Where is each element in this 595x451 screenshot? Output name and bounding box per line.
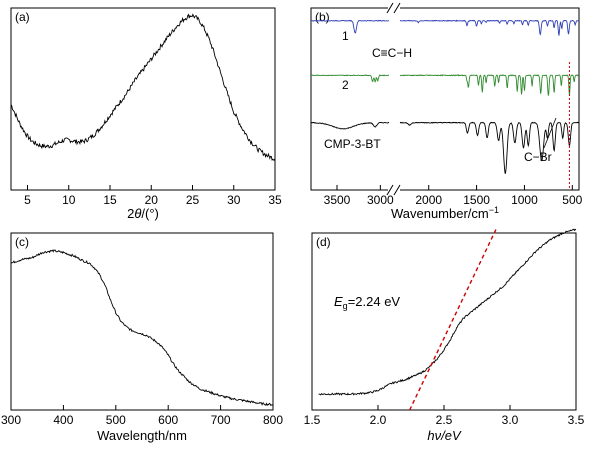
panel-c-tick-label: 600	[158, 413, 178, 427]
annotation-cbr-pointer	[543, 117, 557, 149]
annotation-cbr: C−Br	[524, 150, 552, 164]
panel-d-tick-label: 3.0	[502, 413, 519, 427]
series-label-1: 1	[342, 29, 349, 43]
panel-b-xticks: 3500 3000 2000 1500 1000 500	[324, 185, 583, 207]
panel-c-xlabel: Wavelength/nm	[97, 428, 187, 443]
panel-d-frame	[311, 232, 577, 411]
panel-c-frame	[10, 232, 274, 411]
panel-b-tick-label: 1000	[511, 193, 538, 207]
panel-d-tick-label: 2.0	[370, 413, 387, 427]
panel-d-fit-line	[409, 227, 498, 411]
panel-b-tick-label: 3500	[324, 193, 351, 207]
panel-a-xlabel-suffix: /(°)	[141, 206, 158, 221]
panel-d-xticks: 1.5 2.0 2.5 3.0 3.5	[304, 405, 585, 427]
panel-a-tick-label: 15	[103, 193, 117, 207]
panel-c-tick-label: 300	[1, 413, 21, 427]
panel-b-tick-label: 1500	[463, 193, 490, 207]
bandgap-annotation: Eg=2.24 eV	[334, 294, 400, 311]
panel-a-tick-label: 30	[227, 193, 241, 207]
panel-b-xlabel-sup: −1	[489, 205, 499, 215]
panel-b-xlabel-text: Wavenumber/cm	[391, 206, 489, 221]
panel-d-tick-label: 3.5	[568, 413, 585, 427]
panel-a-xlabel: 2θ/(°)	[127, 206, 159, 221]
panel-a-label: (a)	[15, 10, 30, 24]
panel-b-tick-label: 2000	[415, 193, 442, 207]
axis-break-bottom	[386, 184, 401, 196]
panel-b-xlabel: Wavenumber/cm−1	[391, 205, 499, 221]
panel-a-series-line	[10, 13, 276, 162]
panel-b-tick-label: 3000	[367, 193, 394, 207]
panel-a-tick-label: 25	[186, 193, 200, 207]
annotation-cch: C≡C−H	[372, 46, 412, 60]
panel-c-tick-label: 500	[106, 413, 126, 427]
panel-b-frame	[310, 7, 580, 191]
panel-c-series-line	[10, 249, 274, 407]
panel-a-xlabel-var: θ	[134, 206, 141, 221]
panel-a-tick-label: 35	[268, 193, 282, 207]
panel-b-series-lines	[310, 19, 580, 174]
panel-a-tick-label: 20	[145, 193, 159, 207]
panel-d-label: (d)	[316, 235, 331, 249]
panel-a: (a) 5 10 15 20 25 30 35 2θ/(°)	[10, 7, 282, 221]
panel-a-tick-label: 5	[24, 193, 31, 207]
panel-b-series-line-1	[310, 19, 580, 36]
panel-b-label: (b)	[315, 10, 330, 24]
axis-break-top	[386, 2, 401, 14]
panel-a-frame	[10, 7, 276, 191]
panel-a-xticks: 5 10 15 20 25 30 35	[24, 185, 282, 207]
panel-c-tick-label: 400	[53, 413, 73, 427]
bandgap-annotation-value: =2.24 eV	[348, 294, 401, 309]
panel-c-xticks: 300 400 500 600 700 800	[1, 405, 283, 427]
panel-b: (b) 3500 3000 2000 1500 1000 500 1 2 CMP-3-BT…	[310, 2, 583, 221]
panel-a-tick-label: 10	[62, 193, 76, 207]
panel-d: (d) 1.5 2.0 2.5 3.0 3.5 Eg=2.24 eV hν/eV	[304, 227, 585, 443]
panel-a-xlabel-prefix: 2	[127, 206, 134, 221]
bandgap-annotation-main: E	[334, 294, 343, 309]
panel-d-xlabel: hν/eV	[427, 428, 462, 443]
bandgap-annotation-sub: g	[343, 301, 348, 311]
panel-d-series-line	[318, 228, 577, 396]
panel-c-tick-label: 800	[263, 413, 283, 427]
panel-b-tick-label: 500	[562, 193, 582, 207]
panel-d-tick-label: 1.5	[304, 413, 321, 427]
panel-c-label: (c)	[15, 235, 29, 249]
series-label-cmp-3-bt: CMP-3-BT	[324, 137, 381, 151]
panel-c: (c) 300 400 500 600 700 800 Wavelength/nm	[1, 232, 283, 443]
panel-b-series-line-3	[310, 121, 580, 174]
panel-d-tick-label: 2.5	[436, 413, 453, 427]
panel-c-tick-label: 700	[211, 413, 231, 427]
panel-b-series-line-2	[310, 74, 580, 96]
series-label-2: 2	[342, 78, 349, 92]
